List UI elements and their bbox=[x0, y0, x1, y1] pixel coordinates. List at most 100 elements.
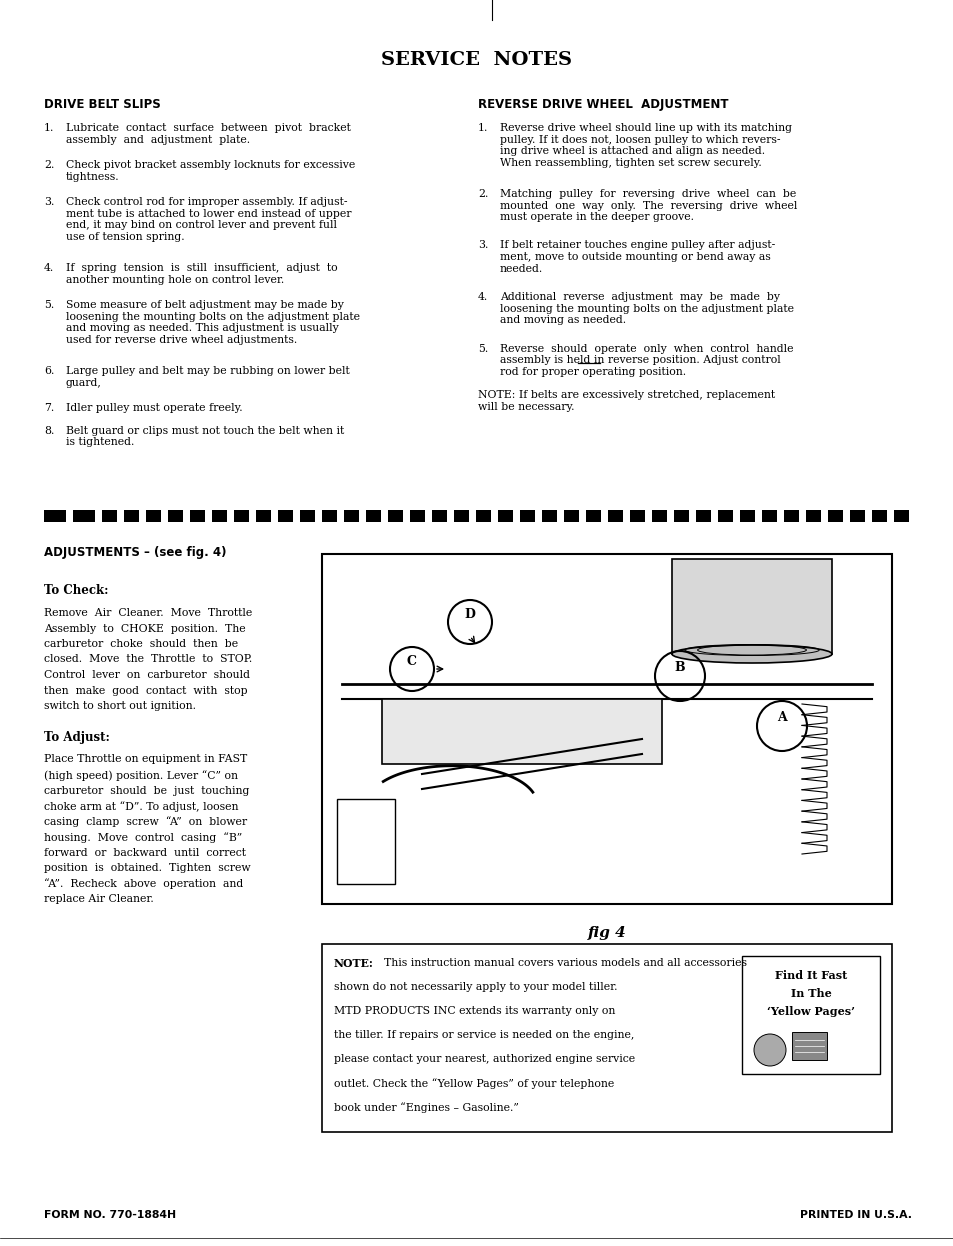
Text: C: C bbox=[407, 655, 416, 668]
Bar bbox=[607, 510, 622, 522]
Bar bbox=[102, 510, 117, 522]
Bar bbox=[541, 510, 557, 522]
Bar bbox=[410, 510, 424, 522]
Text: Check pivot bracket assembly locknuts for excessive
tightness.: Check pivot bracket assembly locknuts fo… bbox=[66, 159, 355, 182]
Text: then  make  good  contact  with  stop: then make good contact with stop bbox=[44, 685, 248, 695]
Text: Belt guard or clips must not touch the belt when it
is tightened.: Belt guard or clips must not touch the b… bbox=[66, 425, 344, 447]
Bar bbox=[791, 1032, 826, 1060]
Text: PRINTED IN U.S.A.: PRINTED IN U.S.A. bbox=[800, 1210, 911, 1220]
Text: “A”.  Recheck  above  operation  and: “A”. Recheck above operation and bbox=[44, 878, 243, 890]
Bar bbox=[73, 510, 95, 522]
Bar bbox=[322, 554, 891, 905]
Bar bbox=[827, 510, 842, 522]
Bar bbox=[805, 510, 821, 522]
Bar bbox=[893, 510, 908, 522]
Text: NOTE:: NOTE: bbox=[334, 958, 374, 969]
Bar bbox=[381, 699, 661, 764]
Text: (high speed) position. Lever “C” on: (high speed) position. Lever “C” on bbox=[44, 770, 237, 781]
Text: Additional  reverse  adjustment  may  be  made  by
loosening the mounting bolts : Additional reverse adjustment may be mad… bbox=[499, 292, 793, 325]
Text: Matching  pulley  for  reversing  drive  wheel  can  be
mounted  one  way  only.: Matching pulley for reversing drive whee… bbox=[499, 189, 797, 222]
Text: To Adjust:: To Adjust: bbox=[44, 730, 110, 744]
Bar bbox=[761, 510, 776, 522]
Bar bbox=[190, 510, 205, 522]
Text: ADJUSTMENTS – (see fig. 4): ADJUSTMENTS – (see fig. 4) bbox=[44, 546, 226, 559]
Text: Remove  Air  Cleaner.  Move  Throttle: Remove Air Cleaner. Move Throttle bbox=[44, 608, 252, 618]
Bar bbox=[696, 510, 710, 522]
Text: replace Air Cleaner.: replace Air Cleaner. bbox=[44, 893, 153, 905]
Bar bbox=[277, 510, 293, 522]
Text: switch to short out ignition.: switch to short out ignition. bbox=[44, 701, 195, 711]
Bar bbox=[299, 510, 314, 522]
Text: choke arm at “D”. To adjust, loosen: choke arm at “D”. To adjust, loosen bbox=[44, 801, 238, 812]
Text: Lubricate  contact  surface  between  pivot  bracket
assembly  and  adjustment  : Lubricate contact surface between pivot … bbox=[66, 123, 351, 145]
Bar bbox=[673, 510, 688, 522]
Bar bbox=[255, 510, 271, 522]
Text: fig 4: fig 4 bbox=[587, 926, 626, 939]
Bar bbox=[563, 510, 578, 522]
Text: Assembly  to  CHOKE  position.  The: Assembly to CHOKE position. The bbox=[44, 623, 245, 633]
Text: 8.: 8. bbox=[44, 425, 54, 436]
Bar bbox=[124, 510, 139, 522]
Text: Find It Fast: Find It Fast bbox=[774, 969, 846, 981]
Text: Control  lever  on  carburetor  should: Control lever on carburetor should bbox=[44, 670, 250, 680]
Text: FORM NO. 770-1884H: FORM NO. 770-1884H bbox=[44, 1210, 176, 1220]
Text: the tiller. If repairs or service is needed on the engine,: the tiller. If repairs or service is nee… bbox=[334, 1030, 634, 1040]
Bar bbox=[871, 510, 886, 522]
Text: 4.: 4. bbox=[477, 292, 488, 302]
Bar bbox=[497, 510, 513, 522]
Text: B: B bbox=[674, 660, 684, 674]
Bar bbox=[336, 799, 395, 883]
Text: 2.: 2. bbox=[44, 159, 54, 169]
Text: forward  or  backward  until  correct: forward or backward until correct bbox=[44, 847, 246, 857]
Bar bbox=[718, 510, 732, 522]
Bar bbox=[366, 510, 380, 522]
Text: NOTE: If belts are excessively stretched, replacement
will be necessary.: NOTE: If belts are excessively stretched… bbox=[477, 390, 774, 411]
Text: shown do not necessarily apply to your model tiller.: shown do not necessarily apply to your m… bbox=[334, 982, 617, 992]
Bar bbox=[44, 510, 66, 522]
Text: Idler pulley must operate freely.: Idler pulley must operate freely. bbox=[66, 402, 242, 412]
Bar bbox=[476, 510, 491, 522]
Text: Some measure of belt adjustment may be made by
loosening the mounting bolts on t: Some measure of belt adjustment may be m… bbox=[66, 300, 359, 345]
Text: casing  clamp  screw  “A”  on  blower: casing clamp screw “A” on blower bbox=[44, 816, 247, 827]
Text: 1.: 1. bbox=[477, 123, 488, 133]
Text: 7.: 7. bbox=[44, 402, 54, 412]
Text: 5.: 5. bbox=[44, 300, 54, 310]
Bar bbox=[519, 510, 535, 522]
Bar bbox=[783, 510, 799, 522]
Bar bbox=[212, 510, 227, 522]
Bar bbox=[849, 510, 864, 522]
Text: 5.: 5. bbox=[477, 344, 488, 354]
Text: Reverse  should  operate  only  when  control  handle
assembly is held in revers: Reverse should operate only when control… bbox=[499, 344, 793, 376]
Bar bbox=[322, 944, 891, 1133]
Text: 3.: 3. bbox=[477, 240, 488, 250]
Bar bbox=[432, 510, 447, 522]
Text: SERVICE  NOTES: SERVICE NOTES bbox=[381, 51, 572, 69]
Text: This instruction manual covers various models and all accessories: This instruction manual covers various m… bbox=[376, 958, 746, 968]
Text: In The: In The bbox=[790, 988, 830, 999]
Text: housing.  Move  control  casing  “B”: housing. Move control casing “B” bbox=[44, 832, 242, 842]
Text: Reverse drive wheel should line up with its matching
pulley. If it does not, loo: Reverse drive wheel should line up with … bbox=[499, 123, 791, 168]
Text: outlet. Check the “Yellow Pages” of your telephone: outlet. Check the “Yellow Pages” of your… bbox=[334, 1078, 614, 1089]
Text: If  spring  tension  is  still  insufficient,  adjust  to
another mounting hole : If spring tension is still insufficient,… bbox=[66, 263, 337, 284]
Text: 4.: 4. bbox=[44, 263, 54, 273]
Text: 3.: 3. bbox=[44, 197, 54, 207]
Text: please contact your nearest, authorized engine service: please contact your nearest, authorized … bbox=[334, 1054, 635, 1064]
Bar bbox=[454, 510, 469, 522]
Bar bbox=[651, 510, 666, 522]
Bar bbox=[388, 510, 402, 522]
Bar bbox=[585, 510, 600, 522]
Ellipse shape bbox=[671, 645, 831, 663]
Bar bbox=[741, 956, 879, 1074]
Circle shape bbox=[753, 1034, 785, 1067]
Bar bbox=[629, 510, 644, 522]
Bar bbox=[344, 510, 358, 522]
Text: 2.: 2. bbox=[477, 189, 488, 199]
Bar bbox=[322, 510, 336, 522]
Text: A: A bbox=[777, 710, 786, 724]
Text: 6.: 6. bbox=[44, 366, 54, 376]
Text: position  is  obtained.  Tighten  screw: position is obtained. Tighten screw bbox=[44, 863, 251, 873]
Text: carburetor  should  be  just  touching: carburetor should be just touching bbox=[44, 785, 249, 795]
Text: Place Throttle on equipment in FAST: Place Throttle on equipment in FAST bbox=[44, 755, 247, 765]
Text: carburetor  choke  should  then  be: carburetor choke should then be bbox=[44, 639, 238, 649]
Text: REVERSE DRIVE WHEEL  ADJUSTMENT: REVERSE DRIVE WHEEL ADJUSTMENT bbox=[477, 98, 728, 111]
